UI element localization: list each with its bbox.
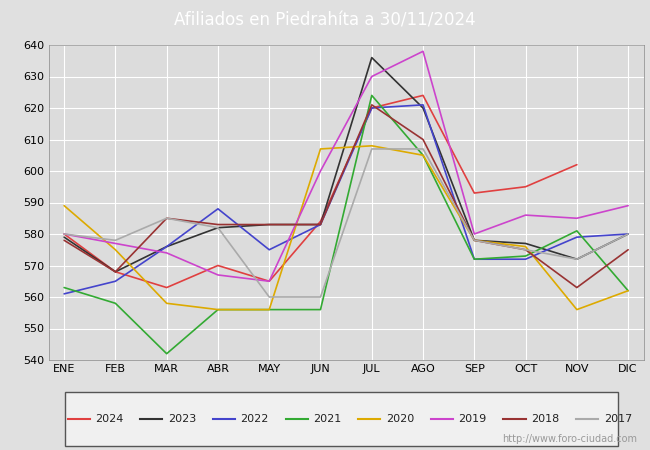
Text: 2022: 2022	[240, 414, 269, 423]
Text: 2020: 2020	[386, 414, 414, 423]
Text: 2021: 2021	[313, 414, 341, 423]
Text: 2024: 2024	[96, 414, 124, 423]
Text: http://www.foro-ciudad.com: http://www.foro-ciudad.com	[502, 434, 637, 444]
Text: Afiliados en Piedrahíta a 30/11/2024: Afiliados en Piedrahíta a 30/11/2024	[174, 11, 476, 29]
Text: 2018: 2018	[531, 414, 559, 423]
FancyBboxPatch shape	[65, 392, 618, 446]
Text: 2017: 2017	[604, 414, 632, 423]
Text: 2023: 2023	[168, 414, 196, 423]
Text: 2019: 2019	[458, 414, 487, 423]
